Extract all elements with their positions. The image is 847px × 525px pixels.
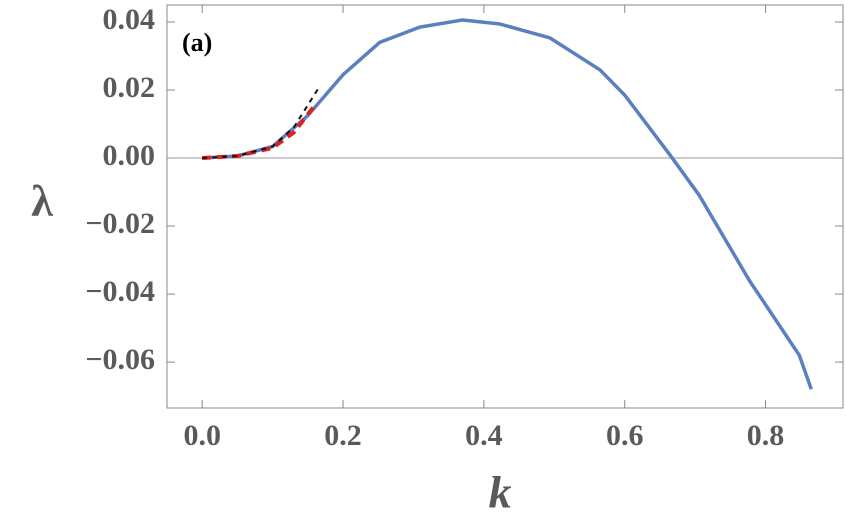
x-tick-label: 0.4: [465, 419, 503, 452]
y-tick-label: −0.06: [85, 343, 155, 376]
panel-label: (a): [182, 28, 212, 57]
curve: [202, 87, 320, 160]
y-tick-label: −0.04: [85, 275, 155, 308]
y-tick-label: 0.00: [103, 139, 156, 172]
curve: [202, 18, 813, 390]
y-tick-label: 0.04: [103, 3, 156, 36]
x-tick-label: 0.6: [606, 419, 644, 452]
y-tick-label: 0.02: [103, 71, 156, 104]
x-axis-label: k: [489, 467, 512, 518]
y-tick-label: −0.02: [85, 207, 155, 240]
plot-frame: [166, 4, 844, 409]
x-tick-label: 0.0: [183, 419, 221, 452]
x-tick-label: 0.8: [747, 419, 785, 452]
x-tick-label: 0.2: [324, 419, 362, 452]
y-axis-label: λ: [31, 177, 53, 226]
